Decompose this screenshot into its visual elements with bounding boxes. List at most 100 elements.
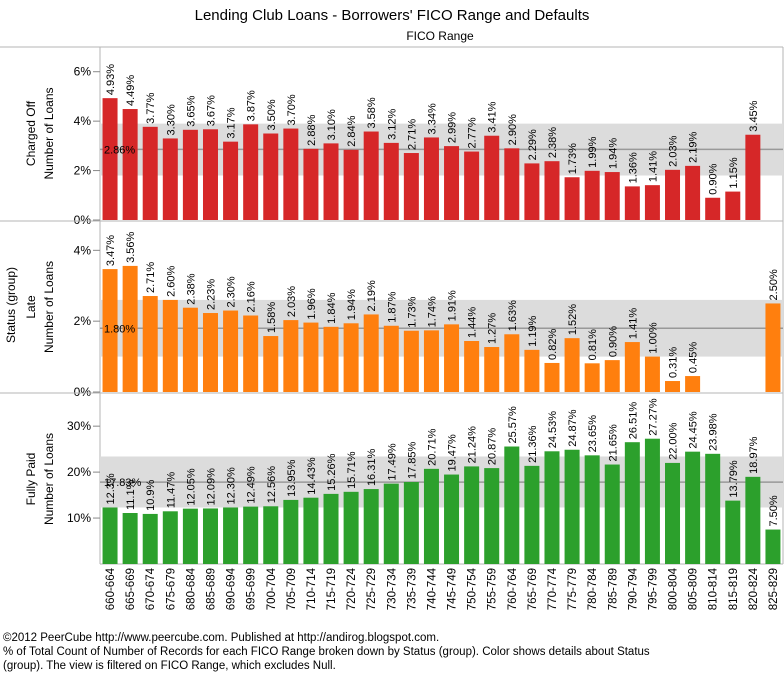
footer-credit: ©2012 PeerCube http://www.peercube.com. … — [3, 632, 440, 644]
data-label: 10.9% — [145, 480, 157, 511]
data-label: 2.60% — [165, 266, 177, 297]
data-label: 2.38% — [185, 273, 197, 304]
bar-charged-off — [624, 186, 640, 220]
bar-charged-off — [323, 143, 339, 220]
y-tick-label: 2% — [74, 164, 92, 178]
data-label: 3.56% — [125, 232, 137, 263]
bar-late — [685, 376, 701, 392]
data-label: 16.31% — [366, 449, 378, 487]
data-label: 1.94% — [346, 289, 358, 320]
bar-charged-off — [283, 128, 299, 220]
bar-late — [202, 313, 218, 392]
x-tick-label: 700-704 — [266, 567, 278, 610]
x-tick-label: 675-679 — [165, 568, 177, 610]
x-tick-label: 710-714 — [306, 567, 318, 610]
data-label: 11.1% — [125, 479, 137, 510]
data-label: 3.34% — [426, 103, 438, 134]
bar-fully-paid — [705, 453, 721, 564]
x-tick-label: 825-829 — [768, 568, 780, 610]
data-label: 1.19% — [527, 315, 539, 346]
bar-charged-off — [423, 137, 439, 220]
bar-charged-off — [403, 153, 419, 220]
data-label: 1.63% — [507, 300, 519, 331]
bar-charged-off — [202, 129, 218, 220]
bar-late — [243, 315, 259, 392]
bar-fully-paid — [745, 476, 761, 564]
y-tick-label: 0% — [74, 385, 92, 399]
data-label: 27.27% — [647, 398, 659, 436]
data-label: 1.58% — [266, 302, 278, 333]
bar-fully-paid — [323, 493, 339, 564]
x-tick-label: 680-684 — [185, 567, 197, 610]
data-label: 20.71% — [426, 428, 438, 466]
bar-late — [323, 326, 339, 392]
data-label: 3.87% — [246, 90, 258, 121]
data-label: 12.30% — [226, 467, 238, 505]
data-label: 17.49% — [386, 443, 398, 481]
y-axis-title: Number of Loans — [42, 87, 56, 179]
bar-fully-paid — [363, 489, 379, 564]
x-tick-label: 800-804 — [668, 567, 680, 610]
bar-charged-off — [363, 131, 379, 220]
bar-fully-paid — [624, 442, 640, 564]
y-tick-label: 30% — [67, 419, 91, 433]
bar-late — [343, 323, 359, 392]
data-label: 0.45% — [688, 342, 700, 373]
data-label: 2.30% — [226, 276, 238, 307]
x-tick-label: 755-759 — [487, 568, 499, 610]
data-label: 1.84% — [326, 292, 338, 323]
x-tick-label: 795-799 — [647, 568, 659, 610]
data-label: 13.79% — [728, 460, 740, 498]
bar-fully-paid — [644, 438, 660, 564]
x-tick-label: 815-819 — [728, 568, 740, 610]
bar-fully-paid — [504, 446, 520, 564]
y-axis-title: Number of Loans — [42, 261, 56, 353]
bar-late — [504, 334, 520, 392]
data-label: 2.88% — [306, 114, 318, 145]
status-group-label: Status (group) — [4, 267, 18, 343]
bar-late — [624, 342, 640, 392]
bar-charged-off — [484, 135, 500, 220]
bar-charged-off — [142, 126, 158, 220]
data-label: 12.49% — [246, 466, 258, 504]
data-label: 2.99% — [447, 112, 459, 143]
y-axis-title: Number of Loans — [42, 433, 56, 525]
bar-charged-off — [182, 129, 198, 220]
data-label: 3.45% — [748, 100, 760, 131]
bar-fully-paid — [464, 466, 480, 564]
bar-late — [544, 362, 560, 392]
bar-late — [644, 356, 660, 392]
bar-fully-paid — [444, 474, 460, 564]
x-tick-label: 810-814 — [708, 567, 720, 610]
data-label: 0.82% — [547, 329, 559, 360]
data-label: 4.49% — [125, 75, 137, 106]
data-label: 2.77% — [467, 117, 479, 148]
bar-late — [223, 310, 239, 392]
data-label: 3.30% — [165, 104, 177, 135]
data-label: 25.57% — [507, 406, 519, 444]
bar-late — [665, 381, 681, 392]
x-tick-label: 730-734 — [386, 567, 398, 610]
x-tick-label: 805-809 — [688, 568, 700, 610]
bar-late — [524, 349, 540, 392]
bar-charged-off — [162, 138, 178, 220]
bar-fully-paid — [604, 464, 620, 564]
x-tick-label: 775-779 — [567, 568, 579, 610]
bar-charged-off — [504, 148, 520, 220]
bar-late — [584, 363, 600, 392]
x-tick-label: 820-824 — [748, 567, 760, 610]
data-label: 1.44% — [467, 307, 479, 338]
data-label: 1.99% — [587, 136, 599, 167]
data-label: 1.27% — [487, 313, 499, 344]
data-label: 3.65% — [185, 95, 197, 126]
data-label: 15.71% — [346, 451, 358, 489]
data-label: 21.65% — [607, 424, 619, 462]
data-label: 1.36% — [627, 152, 639, 183]
data-label: 12.56% — [266, 466, 278, 504]
bar-fully-paid — [403, 481, 419, 564]
data-label: 2.84% — [346, 115, 358, 146]
data-label: 24.53% — [547, 411, 559, 449]
bar-charged-off — [303, 148, 319, 220]
data-label: 1.91% — [447, 290, 459, 321]
data-label: 2.29% — [527, 129, 539, 160]
